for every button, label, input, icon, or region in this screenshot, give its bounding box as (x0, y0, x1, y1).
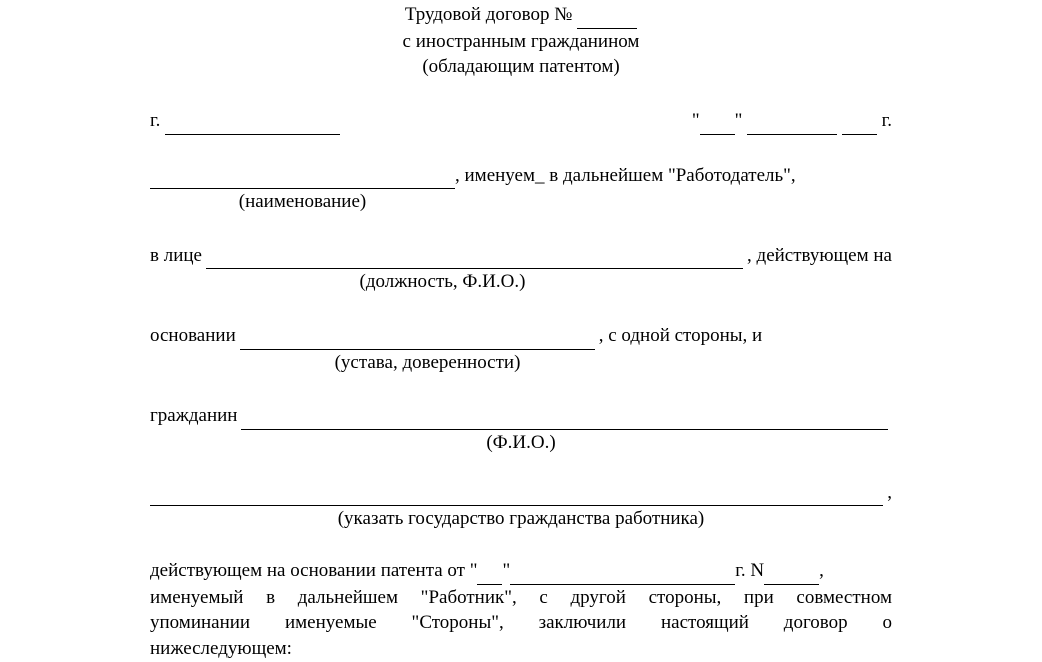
employer-row: , именуем_ в дальнейшем "Работодатель", (150, 163, 892, 190)
citizen-prefix: гражданин (150, 403, 237, 429)
citizenship-row: , (150, 480, 892, 507)
title-line-1: Трудовой договор № (150, 2, 892, 29)
patent-line-2: именуемый в дальнейшем "Работник", с дру… (150, 585, 892, 611)
city-prefix: г. (150, 110, 165, 131)
basis-caption-row: (устава, доверенности) (150, 350, 892, 376)
date-day-blank (700, 108, 735, 135)
patent-line-1: действующем на основании патента от " " … (150, 558, 892, 585)
date-month-blank (747, 108, 837, 135)
city-block: г. (150, 108, 340, 135)
patent-number-blank (764, 558, 819, 585)
citizenship-caption: (указать государство гражданства работни… (338, 508, 705, 529)
employer-caption: (наименование) (150, 189, 455, 215)
patent-line-3: упоминании именуемые "Стороны", заключил… (150, 610, 892, 636)
citizenship-blank (150, 480, 883, 507)
citizen-caption-row: (Ф.И.О.) (150, 430, 892, 456)
patent-text-4: , (819, 558, 824, 584)
employer-caption-row: (наименование) (150, 189, 892, 215)
patent-paragraph: действующем на основании патента от " " … (150, 558, 892, 662)
employer-suffix: , именуем_ в дальнейшем "Работодатель", (455, 163, 796, 189)
person-caption-row: (должность, Ф.И.О.) (150, 269, 892, 295)
citizenship-suffix: , (887, 480, 892, 506)
date-block: " " г. (692, 108, 892, 135)
patent-text-1: действующем на основании патента от " (150, 558, 477, 584)
title-prefix: Трудовой договор № (405, 4, 577, 25)
basis-prefix: основании (150, 323, 236, 349)
document-header: Трудовой договор № с иностранным граждан… (150, 2, 892, 80)
citizen-caption: (Ф.И.О.) (486, 432, 555, 453)
patent-day-blank (477, 558, 502, 585)
basis-caption: (устава, доверенности) (250, 350, 605, 376)
patent-year-blank (690, 558, 735, 585)
person-prefix: в лице (150, 243, 202, 269)
city-blank (165, 108, 340, 135)
basis-blank (240, 323, 595, 350)
citizenship-caption-row: (указать государство гражданства работни… (150, 506, 892, 532)
contract-number-blank (577, 2, 637, 29)
date-year-blank (842, 108, 877, 135)
date-quote-open: " (692, 110, 700, 131)
basis-suffix: , с одной стороны, и (599, 323, 762, 349)
patent-month-blank (510, 558, 690, 585)
title-line-2: с иностранным гражданином (150, 29, 892, 55)
date-year-suffix: г. (877, 110, 892, 131)
patent-text-3: г. N (735, 558, 764, 584)
citizen-blank (241, 403, 888, 430)
person-row: в лице , действующем на (150, 243, 892, 270)
citizen-row: гражданин (150, 403, 892, 430)
title-line-3: (обладающим патентом) (150, 54, 892, 80)
employer-blank (150, 163, 455, 190)
person-caption: (должность, Ф.И.О.) (215, 269, 670, 295)
basis-row: основании , с одной стороны, и (150, 323, 892, 350)
patent-text-2: " (502, 558, 510, 584)
date-quote-close: " (735, 110, 748, 131)
person-blank (206, 243, 743, 270)
person-suffix: , действующем на (747, 243, 892, 269)
patent-line-4: нижеследующем: (150, 636, 892, 662)
city-date-row: г. " " г. (150, 108, 892, 135)
